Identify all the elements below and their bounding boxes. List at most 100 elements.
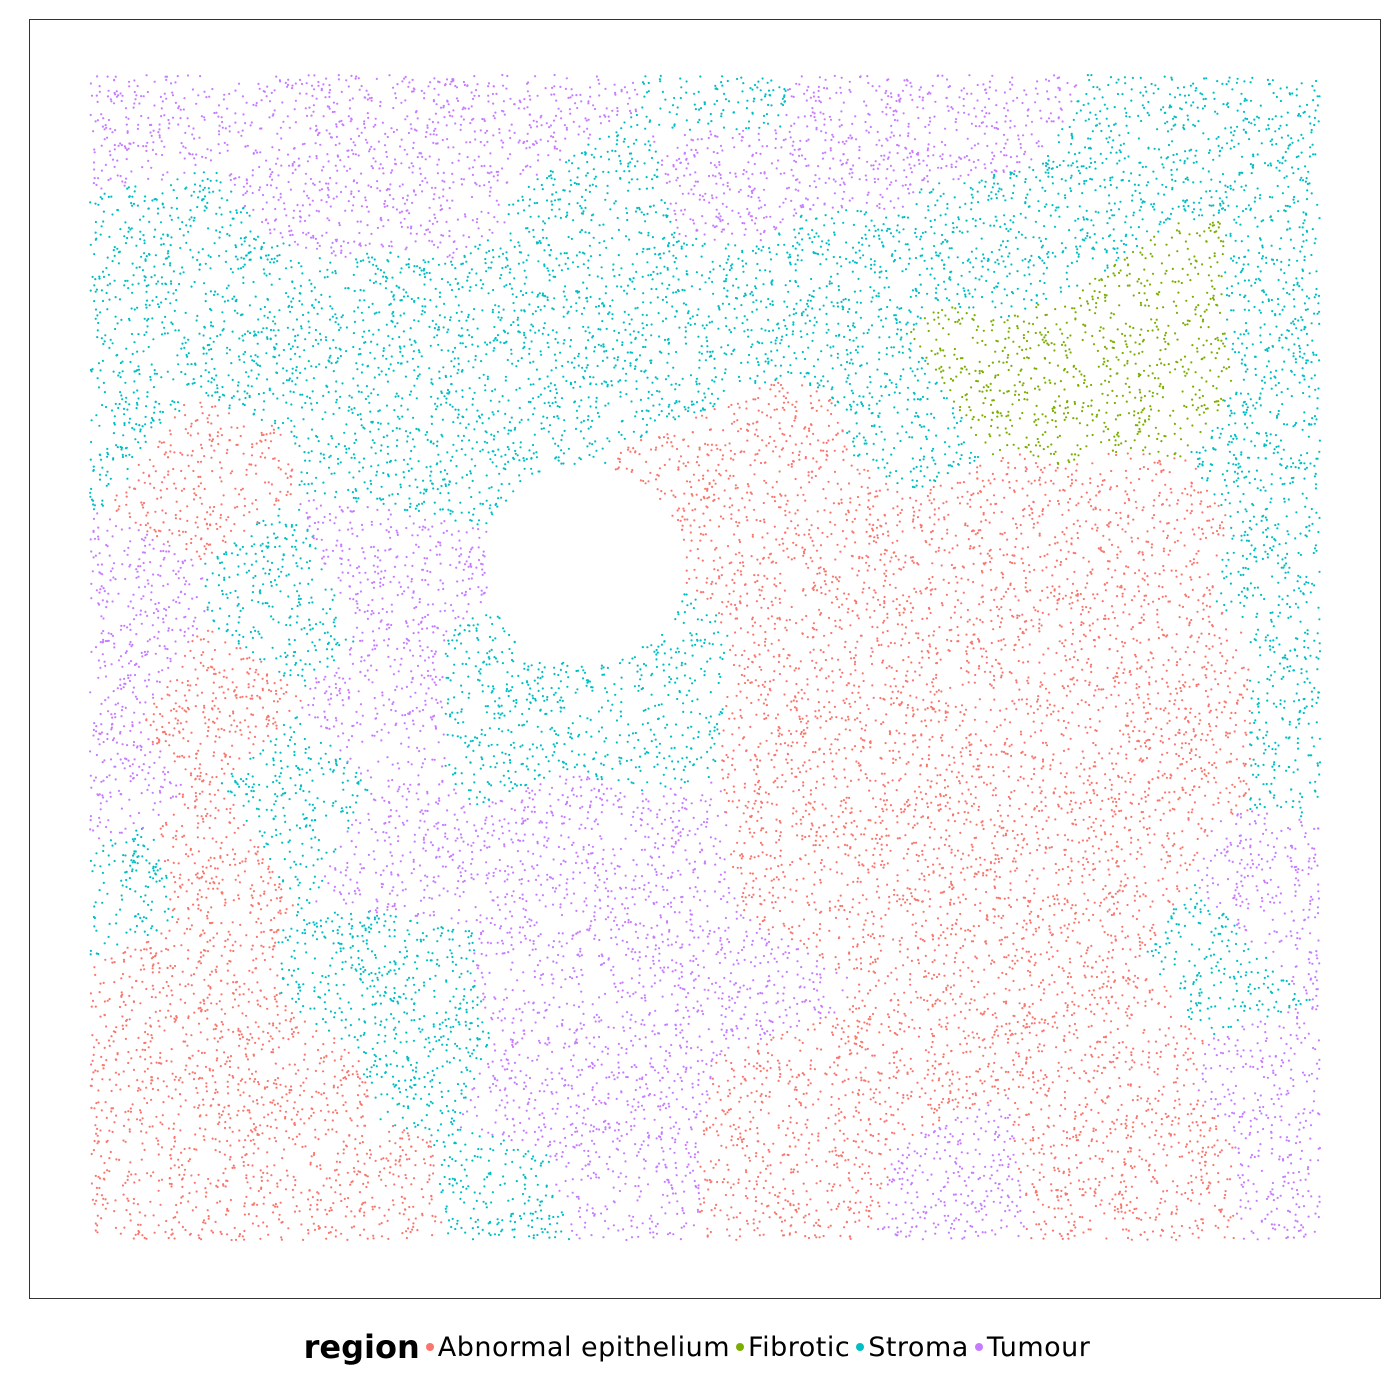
data-point: [211, 470, 214, 473]
data-point: [1107, 975, 1110, 978]
data-point: [993, 878, 996, 881]
data-point: [173, 907, 176, 911]
data-point: [961, 683, 964, 686]
data-point: [1088, 837, 1091, 840]
data-point: [1104, 589, 1107, 592]
data-point: [894, 741, 897, 745]
data-point: [766, 693, 770, 696]
data-point: [858, 983, 861, 986]
data-point: [247, 1134, 250, 1137]
data-point: [173, 727, 176, 730]
data-point: [209, 1182, 212, 1185]
data-point: [1113, 685, 1116, 688]
data-point: [1043, 466, 1046, 469]
data-point: [344, 1076, 347, 1079]
data-point: [890, 971, 893, 974]
data-point: [856, 945, 859, 948]
data-point: [854, 646, 857, 649]
data-point: [668, 458, 671, 461]
data-point: [777, 639, 780, 642]
data-point: [1181, 786, 1184, 789]
data-point: [1008, 486, 1011, 489]
data-point: [272, 931, 276, 934]
data-point: [1044, 741, 1047, 744]
data-point: [212, 1028, 215, 1031]
data-point: [823, 760, 826, 764]
data-point: [839, 804, 842, 807]
data-point: [1089, 1219, 1092, 1222]
data-point: [944, 937, 947, 940]
data-point: [856, 574, 859, 577]
data-point: [709, 1230, 713, 1234]
data-point: [883, 552, 886, 555]
data-point: [217, 1179, 220, 1182]
data-point: [912, 606, 915, 610]
data-point: [904, 554, 907, 557]
data-point: [1059, 549, 1062, 552]
data-point: [252, 685, 255, 688]
data-point: [948, 551, 951, 554]
data-point: [850, 657, 853, 660]
data-point: [110, 1089, 113, 1093]
data-point: [729, 1125, 732, 1128]
data-point: [749, 857, 752, 860]
data-point: [1071, 904, 1074, 907]
data-point: [849, 705, 852, 708]
data-point: [1039, 907, 1042, 911]
data-point: [1004, 987, 1007, 990]
data-point: [216, 431, 220, 434]
data-point: [1086, 861, 1090, 864]
data-point: [883, 595, 886, 599]
data-point: [740, 573, 743, 576]
data-point: [852, 937, 855, 940]
data-point: [1023, 569, 1026, 572]
data-point: [185, 548, 188, 551]
data-point: [1025, 1058, 1028, 1061]
data-point: [743, 782, 747, 785]
data-point: [1131, 1167, 1134, 1170]
data-point: [168, 429, 171, 432]
data-point: [1020, 532, 1023, 535]
data-point: [1162, 547, 1165, 550]
data-point: [804, 803, 808, 806]
data-point: [767, 617, 770, 620]
data-point: [1123, 859, 1126, 863]
data-point: [1116, 675, 1119, 679]
data-point: [814, 844, 817, 847]
data-point: [1064, 1050, 1067, 1054]
data-point: [872, 505, 875, 508]
data-point: [1179, 847, 1182, 850]
data-point: [1149, 717, 1152, 720]
data-point: [1075, 594, 1078, 597]
data-point: [259, 1169, 262, 1172]
data-point: [830, 716, 833, 719]
data-point: [1151, 1175, 1155, 1179]
data-point: [1038, 1171, 1041, 1174]
data-point: [743, 506, 746, 509]
data-point: [828, 929, 831, 933]
data-point: [1192, 730, 1195, 733]
data-point: [1089, 1228, 1092, 1231]
data-point: [1213, 762, 1216, 765]
data-point: [135, 1048, 138, 1052]
data-point: [224, 641, 227, 644]
data-point: [167, 721, 171, 724]
data-point: [1155, 1112, 1158, 1115]
data-point: [934, 647, 938, 650]
data-point: [883, 572, 886, 575]
data-point: [879, 821, 882, 825]
data-point: [739, 1211, 742, 1215]
data-point: [842, 799, 846, 802]
data-point: [200, 502, 203, 505]
data-point: [697, 464, 701, 467]
data-point: [257, 1147, 260, 1150]
data-point: [753, 574, 756, 577]
data-point: [819, 544, 823, 547]
data-point: [122, 952, 125, 955]
data-point: [869, 741, 872, 745]
data-point: [771, 486, 774, 489]
data-point: [96, 1214, 99, 1217]
data-point: [122, 1193, 125, 1196]
data-point: [222, 494, 225, 497]
data-point: [794, 477, 797, 481]
